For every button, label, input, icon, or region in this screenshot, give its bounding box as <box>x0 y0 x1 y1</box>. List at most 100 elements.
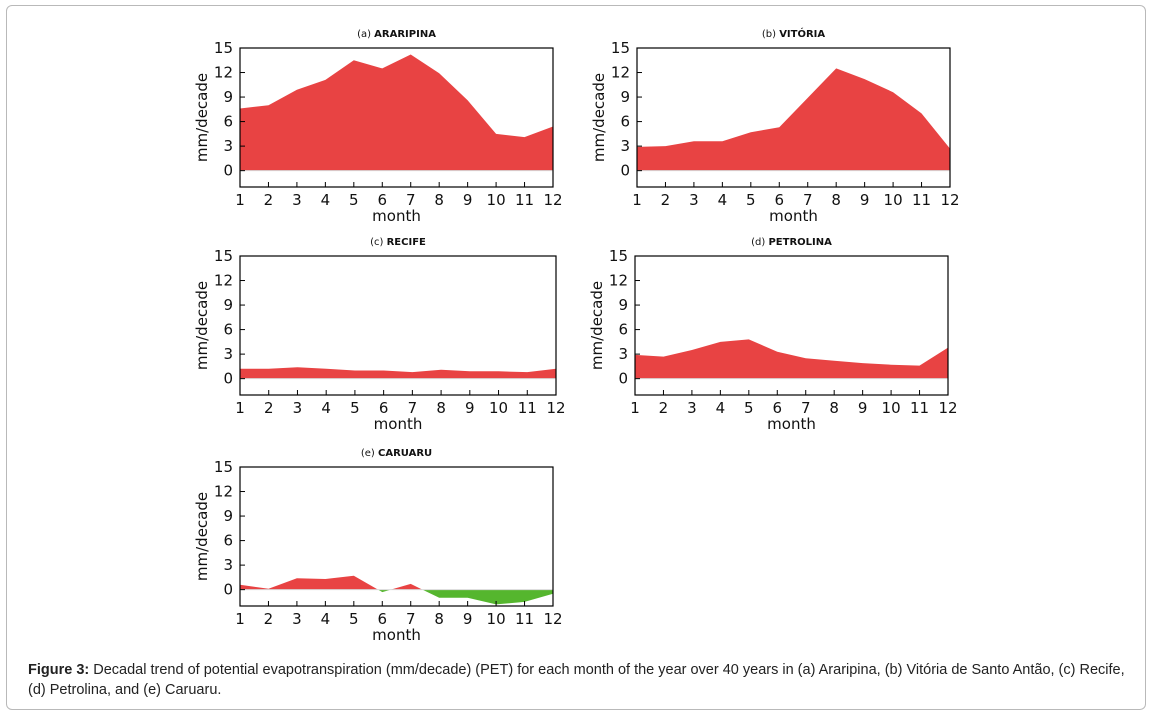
x-tick-label: 5 <box>746 191 756 209</box>
x-tick-label: 10 <box>884 191 903 209</box>
x-tick-label: 4 <box>321 610 331 628</box>
y-tick-label: 15 <box>214 39 233 57</box>
x-tick-label: 5 <box>349 191 359 209</box>
x-tick-label: 3 <box>293 399 303 417</box>
y-tick-label: 12 <box>214 64 233 82</box>
x-tick-label: 7 <box>801 399 811 417</box>
y-tick-label: 3 <box>620 137 630 155</box>
y-tick-label: 3 <box>223 345 233 363</box>
y-tick-label: 9 <box>618 296 628 314</box>
x-tick-label: 10 <box>487 191 506 209</box>
y-tick-label: 15 <box>214 458 233 476</box>
y-tick-label: 12 <box>611 64 630 82</box>
x-tick-label: 12 <box>546 399 565 417</box>
x-tick-label: 12 <box>938 399 957 417</box>
x-tick-label: 4 <box>321 399 331 417</box>
y-tick-label: 6 <box>223 113 233 131</box>
x-tick-label: 4 <box>716 399 726 417</box>
x-tick-label: 11 <box>515 191 534 209</box>
y-tick-label: 3 <box>223 556 233 574</box>
plot-frame <box>239 47 554 188</box>
x-axis-label: month <box>374 415 423 433</box>
x-tick-label: 1 <box>630 399 640 417</box>
x-tick-label: 11 <box>518 399 537 417</box>
x-tick-label: 11 <box>515 610 534 628</box>
x-tick-label: 1 <box>235 191 245 209</box>
chart-title: (b) VITÓRIA <box>762 27 826 40</box>
figure-frame <box>6 5 1146 710</box>
y-tick-label: 12 <box>214 483 233 501</box>
x-tick-label: 11 <box>910 399 929 417</box>
chart-title: (e) CARUARU <box>361 448 432 459</box>
x-tick-label: 6 <box>379 399 389 417</box>
y-tick-label: 9 <box>620 88 630 106</box>
y-axis-label: mm/decade <box>590 73 608 162</box>
plot-frame <box>239 255 557 396</box>
x-tick-label: 8 <box>436 399 446 417</box>
x-axis-label: month <box>769 207 818 225</box>
plot-frame <box>634 255 949 396</box>
caption-text: Decadal trend of potential evapotranspir… <box>28 662 1125 698</box>
x-tick-label: 8 <box>434 610 444 628</box>
negative-trend-area <box>422 589 553 605</box>
positive-trend-area <box>240 367 556 379</box>
chart-title: (c) RECIFE <box>370 237 426 248</box>
x-tick-label: 2 <box>264 399 274 417</box>
positive-trend-area <box>637 68 950 171</box>
caption-label: Figure 3: <box>28 662 90 678</box>
chart-station-name: ARARIPINA <box>374 29 436 40</box>
x-tick-label: 6 <box>774 191 784 209</box>
negative-trend-area <box>378 589 391 593</box>
x-tick-label: 9 <box>860 191 870 209</box>
y-tick-label: 6 <box>223 321 233 339</box>
y-tick-label: 6 <box>618 321 628 339</box>
y-tick-label: 6 <box>620 113 630 131</box>
y-tick-label: 0 <box>618 370 628 388</box>
y-tick-label: 3 <box>223 137 233 155</box>
plot-frame <box>636 47 951 188</box>
y-tick-label: 12 <box>609 272 628 290</box>
x-tick-label: 10 <box>487 610 506 628</box>
x-tick-label: 7 <box>408 399 418 417</box>
figure-caption: Figure 3: Decadal trend of potential eva… <box>28 660 1138 700</box>
y-axis-label: mm/decade <box>588 281 606 370</box>
chart-station-name: RECIFE <box>387 237 426 248</box>
x-tick-label: 9 <box>463 610 473 628</box>
y-tick-label: 0 <box>223 162 233 180</box>
y-tick-label: 9 <box>223 88 233 106</box>
x-tick-label: 3 <box>292 191 302 209</box>
positive-trend-area <box>240 54 553 171</box>
x-tick-label: 3 <box>689 191 699 209</box>
y-tick-label: 3 <box>618 345 628 363</box>
plot-frame <box>239 466 554 607</box>
x-tick-label: 8 <box>434 191 444 209</box>
y-tick-label: 9 <box>223 296 233 314</box>
x-tick-label: 6 <box>772 399 782 417</box>
x-axis-label: month <box>372 626 421 644</box>
x-tick-label: 7 <box>406 191 416 209</box>
y-axis-label: mm/decade <box>193 73 211 162</box>
y-tick-label: 0 <box>223 581 233 599</box>
x-tick-label: 9 <box>463 191 473 209</box>
y-tick-label: 15 <box>609 247 628 265</box>
chart-panel-letter: (c) <box>370 237 386 248</box>
x-tick-label: 8 <box>829 399 839 417</box>
x-tick-label: 4 <box>321 191 331 209</box>
y-axis-label: mm/decade <box>193 492 211 581</box>
x-tick-label: 1 <box>235 399 245 417</box>
positive-trend-area <box>240 575 378 590</box>
chart-title: (d) PETROLINA <box>751 237 832 248</box>
x-tick-label: 9 <box>465 399 475 417</box>
chart-station-name: VITÓRIA <box>779 27 825 40</box>
x-axis-label: month <box>372 207 421 225</box>
y-tick-label: 0 <box>620 162 630 180</box>
y-tick-label: 0 <box>223 370 233 388</box>
x-tick-label: 1 <box>235 610 245 628</box>
positive-trend-area <box>390 583 423 590</box>
chart-station-name: CARUARU <box>378 448 432 459</box>
x-tick-label: 10 <box>489 399 508 417</box>
